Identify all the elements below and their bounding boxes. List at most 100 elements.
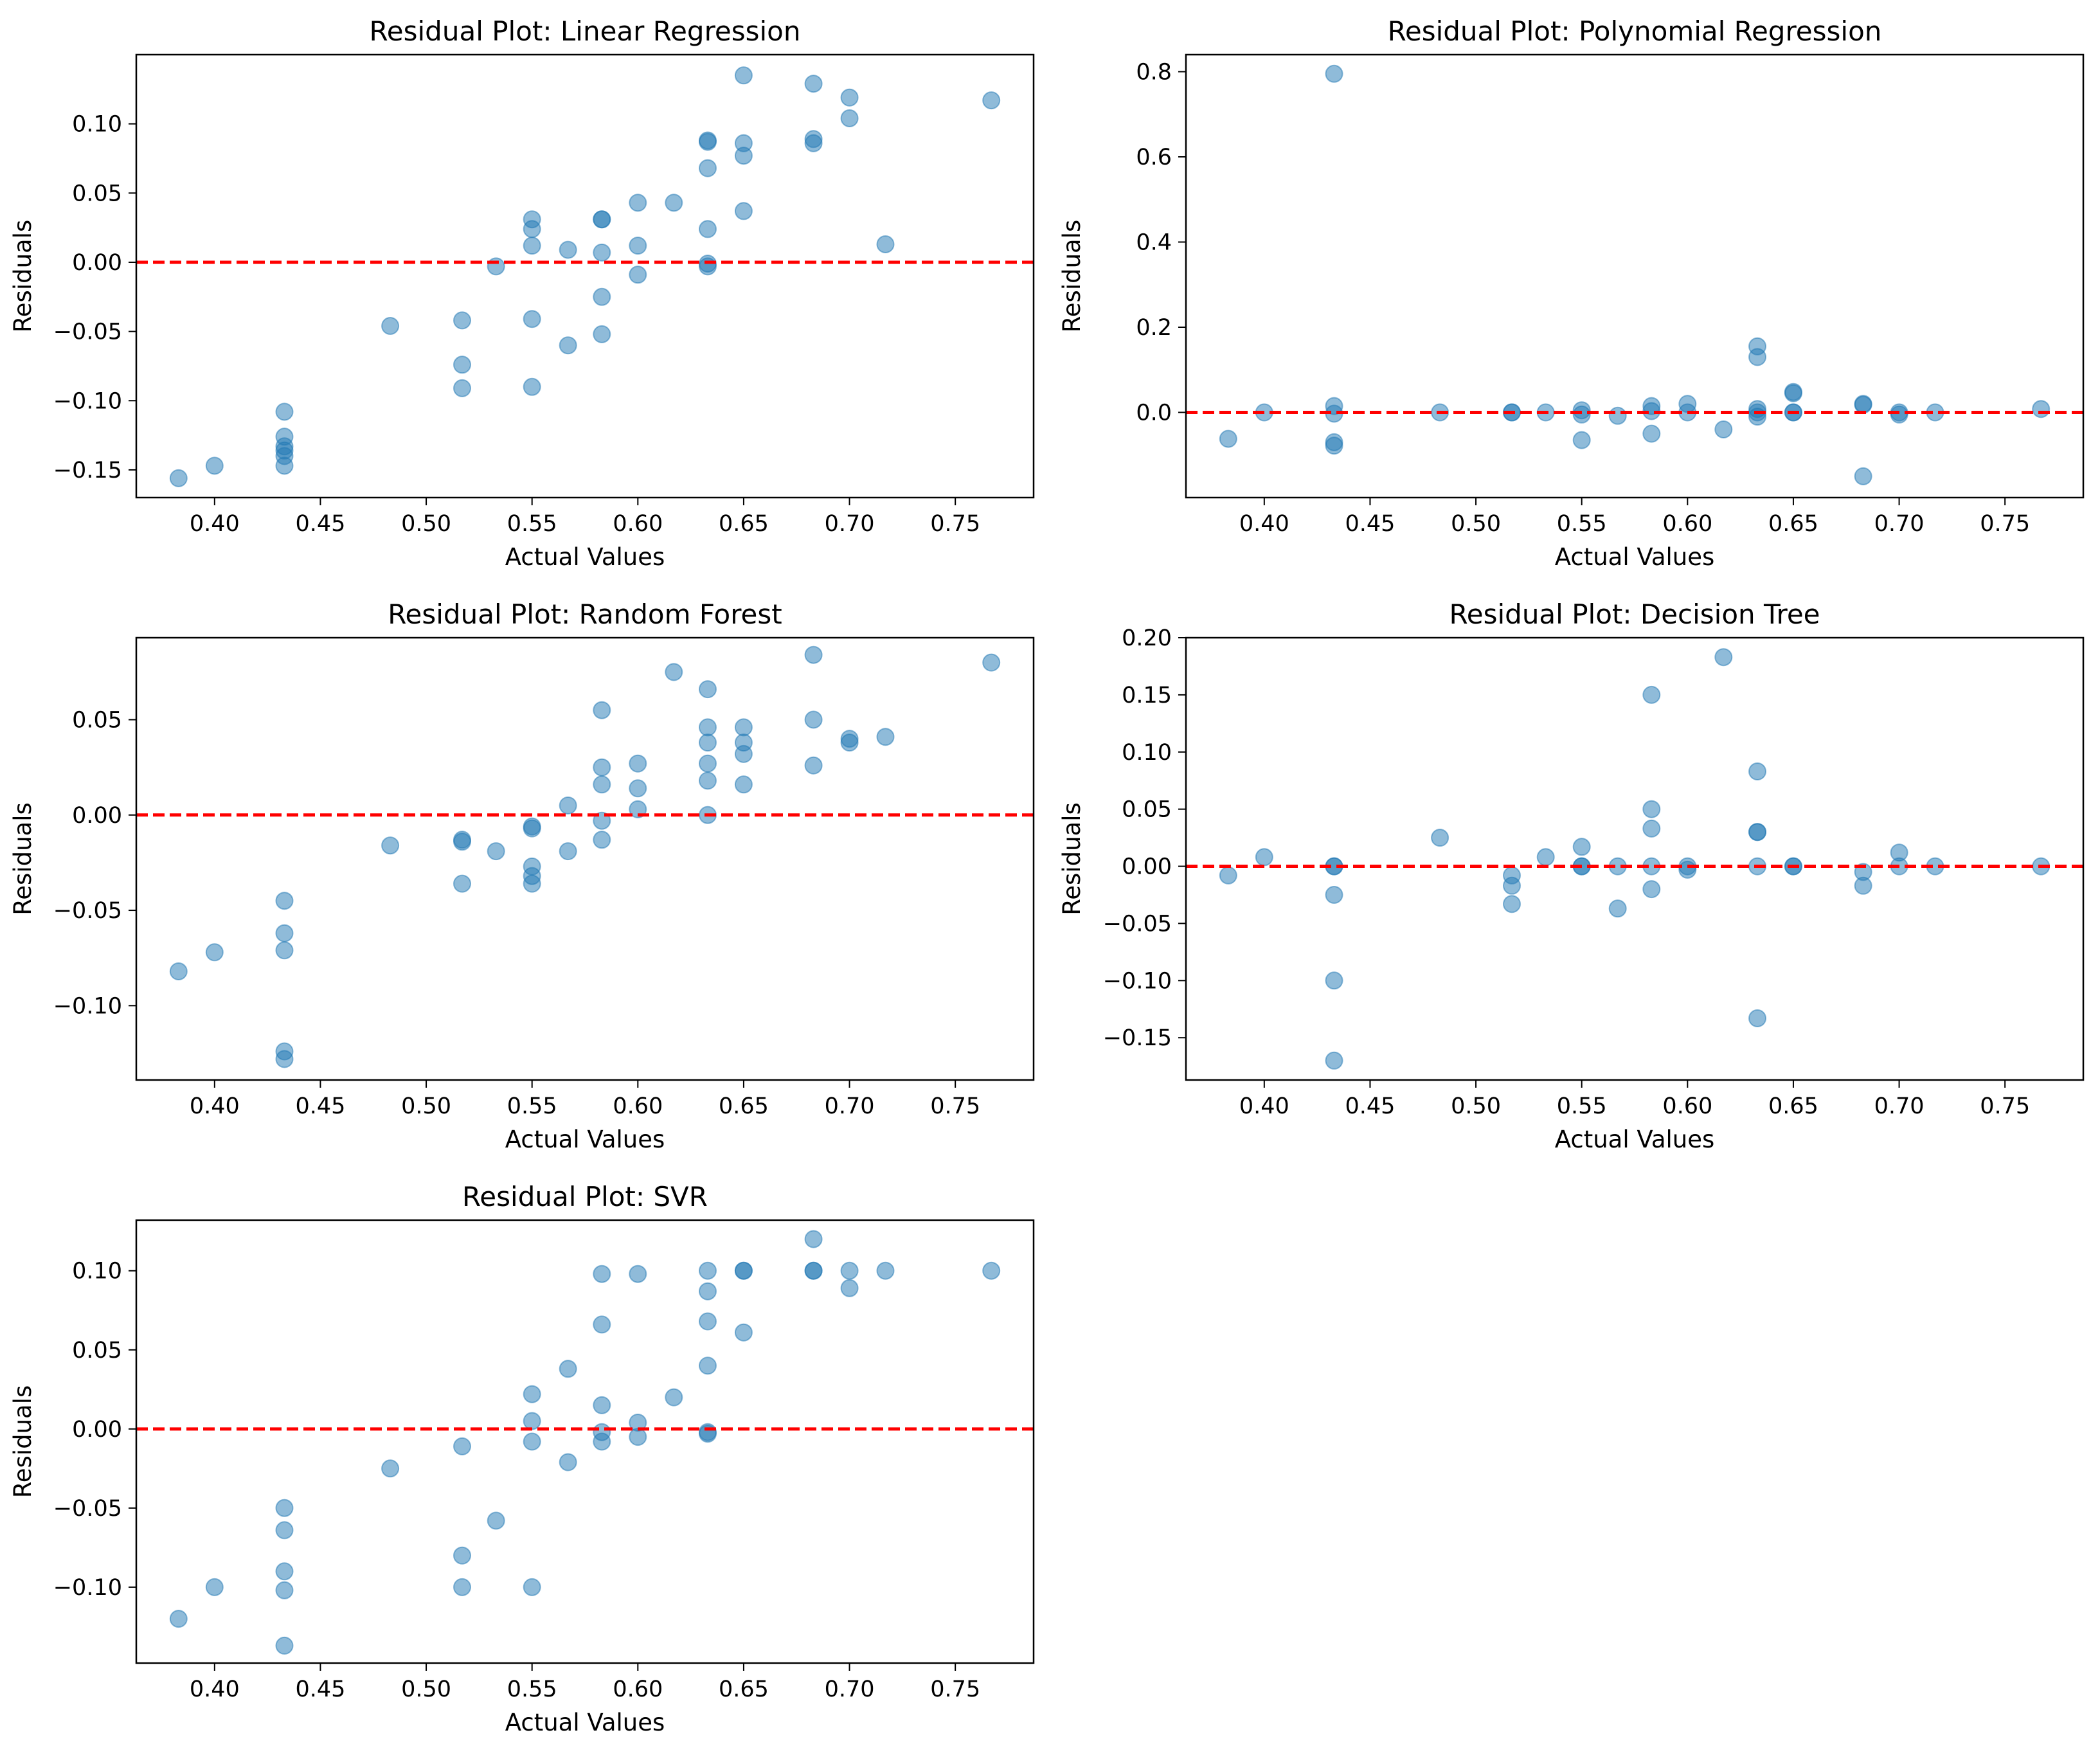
data-point <box>275 1498 294 1517</box>
data-point <box>876 728 895 746</box>
x-tick-label: 0.55 <box>507 511 557 537</box>
x-tick-label: 0.50 <box>1451 1094 1501 1119</box>
data-point <box>629 779 647 798</box>
data-point <box>1642 819 1661 838</box>
data-point <box>275 456 294 475</box>
data-point <box>1642 800 1661 818</box>
subplot-5: Residual Plot: SVR 0.40 0.45 0.50 0.55 0.60 0.… <box>9 1181 1035 1736</box>
data-point <box>593 1264 611 1283</box>
data-point <box>1325 971 1343 990</box>
x-tick-label: 0.60 <box>613 1677 663 1702</box>
x-axis-label: Actual Values <box>505 1709 665 1736</box>
data-point <box>840 88 859 107</box>
y-tick-label: 0.15 <box>1122 683 1172 708</box>
data-point <box>804 75 823 93</box>
data-point <box>840 734 859 752</box>
x-tick-label: 0.65 <box>719 1677 769 1702</box>
data-point <box>453 379 471 397</box>
data-point <box>699 1261 717 1280</box>
data-point <box>699 159 717 177</box>
x-tick-label: 0.50 <box>1451 511 1501 537</box>
x-tick-label: 0.40 <box>1239 1094 1289 1119</box>
data-point <box>1325 437 1343 455</box>
y-tick-label: −0.15 <box>1103 1025 1172 1051</box>
y-tick-label: −0.05 <box>1103 911 1172 937</box>
y-axis-label: Residuals <box>9 220 37 333</box>
data-point <box>593 775 611 794</box>
scatter-points <box>1219 64 2051 485</box>
data-point <box>1642 424 1661 443</box>
data-point <box>1748 823 1766 842</box>
data-point <box>275 1050 294 1068</box>
data-point <box>699 771 717 790</box>
y-tick-label: −0.05 <box>53 898 122 924</box>
data-point <box>1784 384 1802 402</box>
x-tick-label: 0.40 <box>190 1677 240 1702</box>
subplot-2: Residual Plot: Polynomial Regression0.40… <box>1058 15 2085 571</box>
y-tick-label: 0.8 <box>1136 60 1172 86</box>
data-point <box>381 836 400 855</box>
data-point <box>665 663 683 681</box>
chart-title: Residual Plot: Random Forest <box>388 598 782 630</box>
y-tick-label: 0.2 <box>1136 315 1172 341</box>
data-point <box>699 1356 717 1375</box>
y-tick-label: 0.10 <box>1122 740 1172 766</box>
data-point <box>523 220 541 239</box>
data-point <box>593 758 611 777</box>
x-tick-label: 0.45 <box>295 1094 345 1119</box>
data-point <box>275 892 294 910</box>
y-axis-label: Residuals <box>9 1385 37 1498</box>
data-point <box>593 701 611 719</box>
data-point <box>275 924 294 942</box>
data-point <box>1255 848 1273 867</box>
data-point <box>559 240 577 259</box>
axes-frame <box>1185 53 2085 499</box>
data-point <box>804 710 823 729</box>
data-point <box>593 1396 611 1414</box>
data-point <box>593 1432 611 1451</box>
data-point <box>559 842 577 861</box>
data-point <box>840 1261 859 1280</box>
y-tick-label: 0.20 <box>1122 626 1172 651</box>
data-point <box>629 1428 647 1446</box>
subplot-4: Residual Plot: Decision Tree 0.40 0.45 0.50… <box>1058 598 2085 1153</box>
data-point <box>593 1315 611 1334</box>
x-tick-label: 0.75 <box>1980 511 2030 537</box>
y-tick-label: 0.0 <box>1136 401 1172 426</box>
data-point <box>734 744 753 763</box>
x-tick-label: 0.70 <box>1874 1094 1925 1119</box>
y-tick-label: 0.10 <box>72 112 122 138</box>
data-point <box>453 874 471 893</box>
x-tick-label: 0.70 <box>825 511 875 537</box>
y-axis-label: Residuals <box>1058 220 1086 333</box>
y-tick-label: −0.10 <box>53 993 122 1019</box>
data-point <box>523 1432 541 1451</box>
x-tick-label: 0.45 <box>1345 511 1395 537</box>
data-point <box>523 1578 541 1596</box>
data-point <box>734 202 753 221</box>
data-point <box>699 1282 717 1300</box>
y-tick-label: 0.4 <box>1136 230 1172 256</box>
subplot-1: Residual Plot: Linear Regression 0.40 0.45… <box>9 15 1035 571</box>
data-point <box>699 220 717 239</box>
data-point <box>1572 838 1591 856</box>
data-point <box>699 257 717 276</box>
data-point <box>169 1610 188 1628</box>
x-tick-label: 0.65 <box>719 511 769 537</box>
data-point <box>629 754 647 773</box>
axes-frame <box>135 53 1035 499</box>
data-point <box>523 874 541 893</box>
data-point <box>1854 395 1872 414</box>
y-tick-label: 0.10 <box>72 1259 122 1284</box>
x-tick-label: 0.70 <box>825 1677 875 1702</box>
data-point <box>453 356 471 374</box>
data-point <box>1219 429 1237 448</box>
data-point <box>804 134 823 152</box>
data-point <box>1325 64 1343 83</box>
data-point <box>1854 876 1872 895</box>
data-point <box>876 1261 895 1280</box>
x-tick-label: 0.40 <box>190 511 240 537</box>
x-tick-label: 0.55 <box>1557 1094 1607 1119</box>
data-point <box>275 1521 294 1540</box>
